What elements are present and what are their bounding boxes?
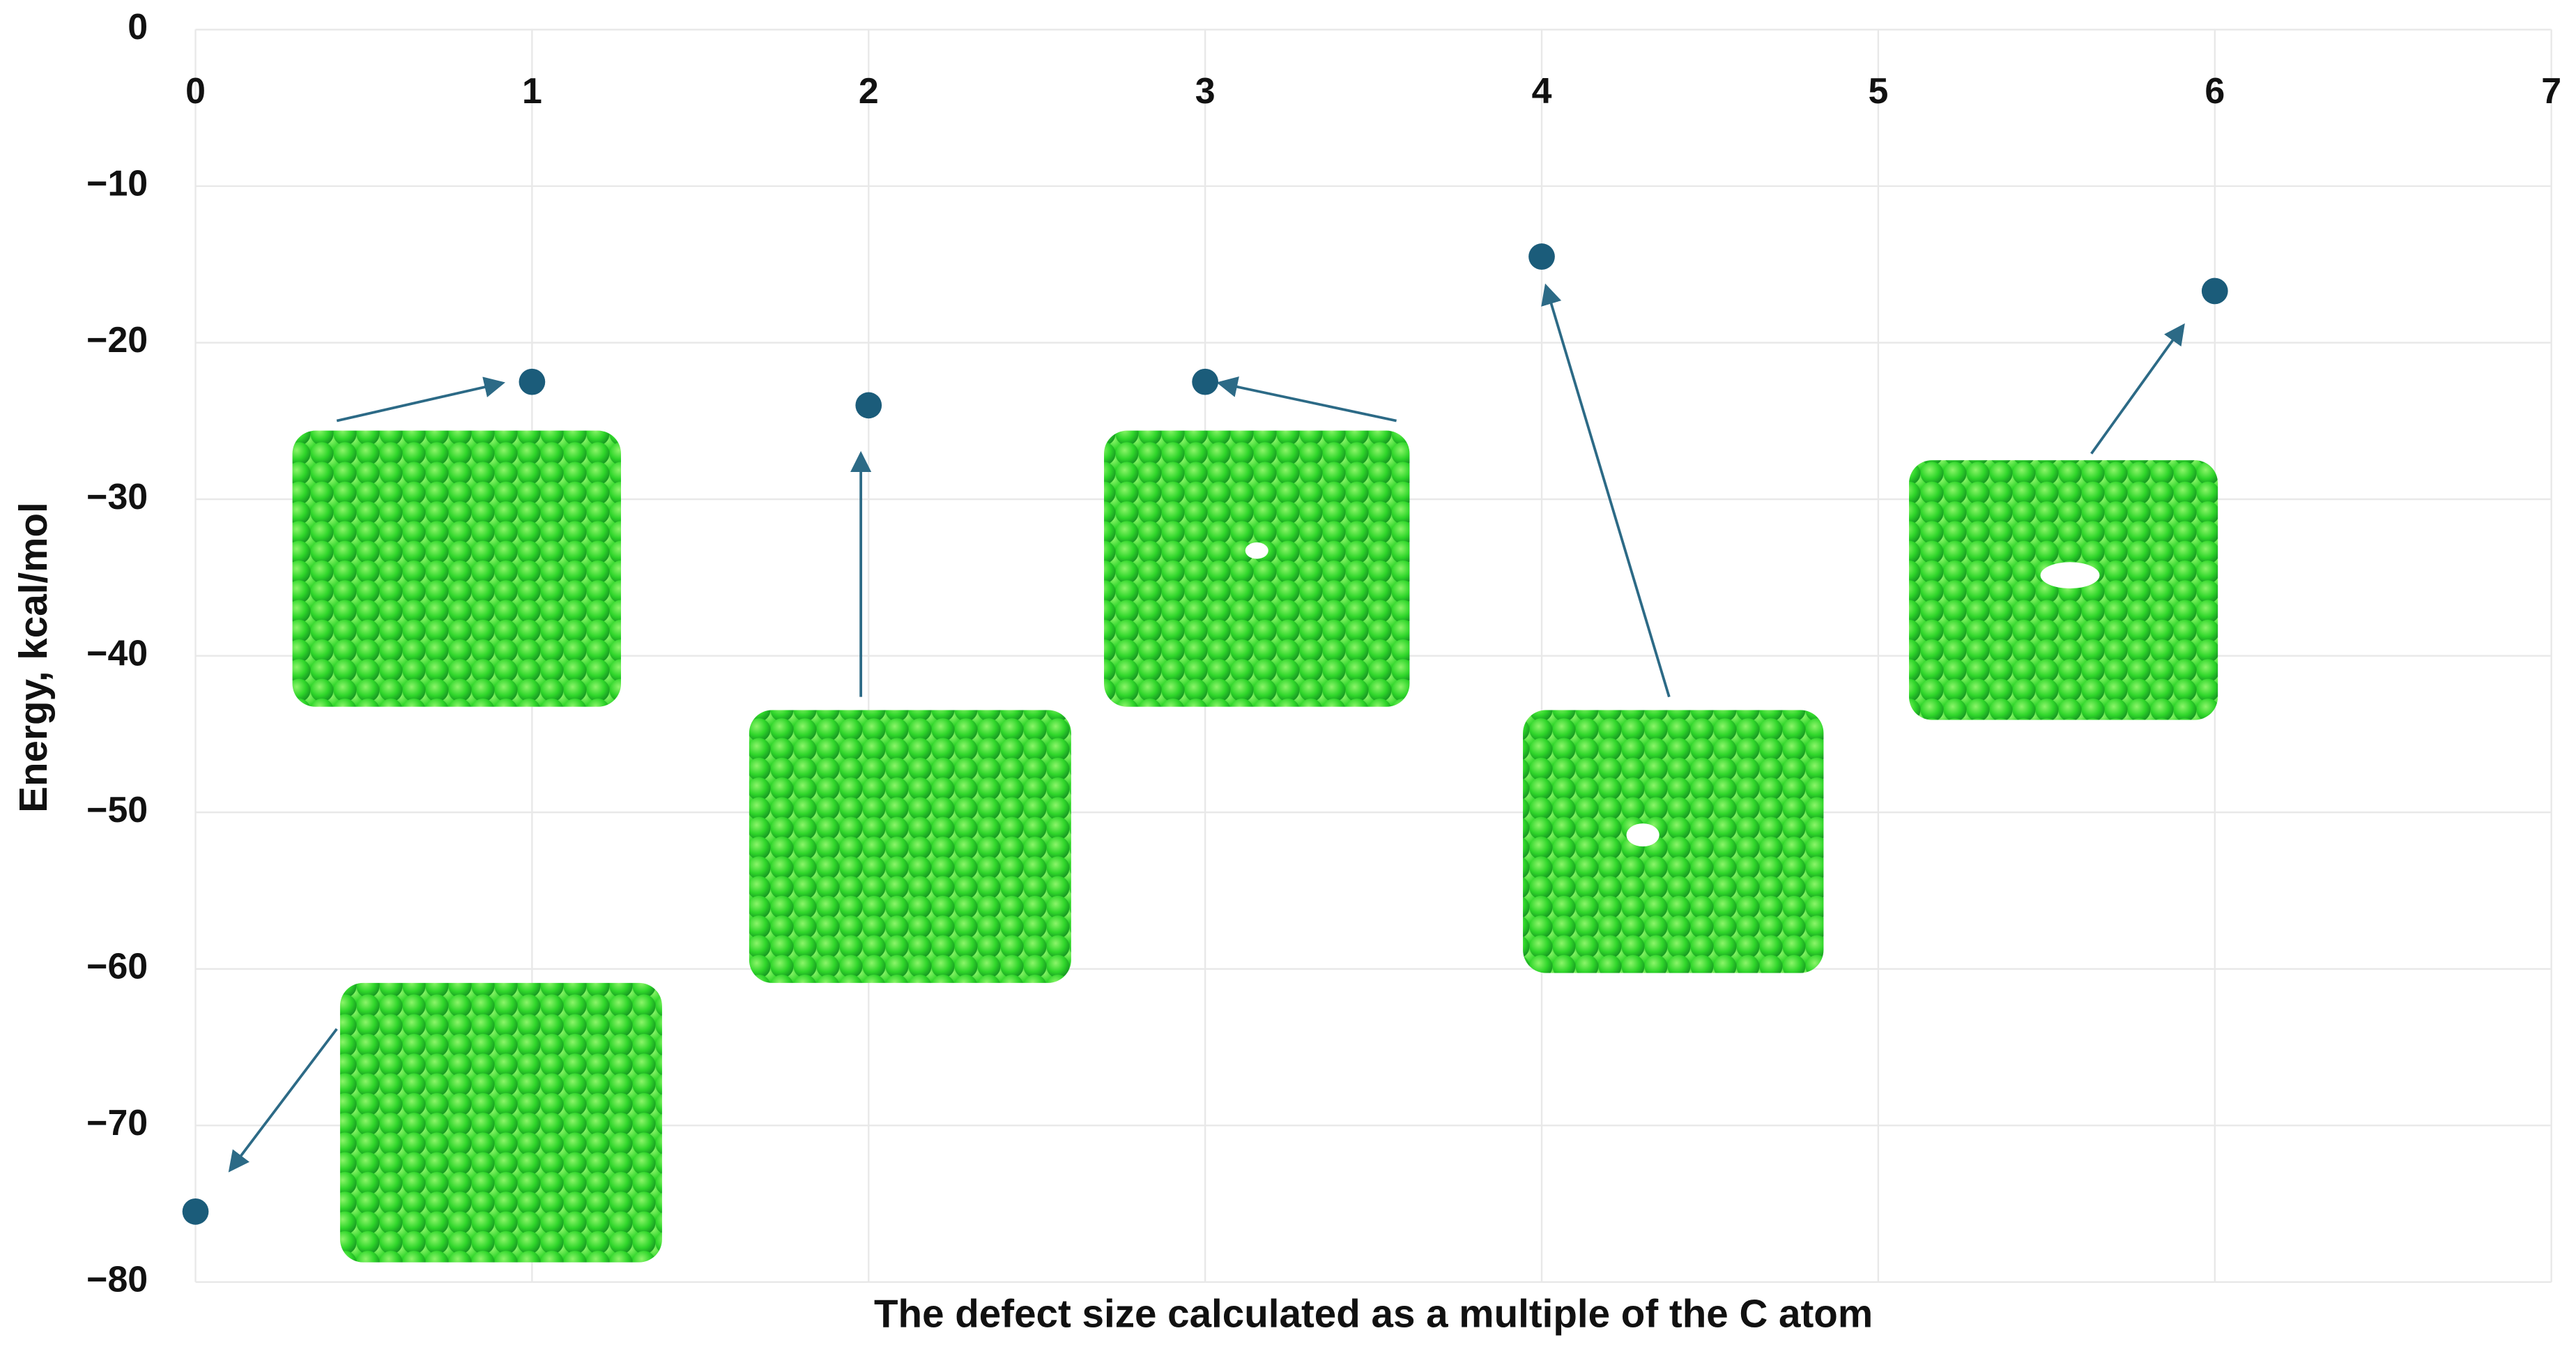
x-tick-label: 0 [185, 70, 206, 111]
data-point [2201, 277, 2228, 305]
x-tick-label: 1 [522, 70, 542, 111]
data-point [1528, 243, 1555, 270]
x-tick-label: 5 [1868, 70, 1888, 111]
arrow [336, 376, 505, 422]
arrow [228, 1028, 338, 1173]
x-tick-label: 3 [1195, 70, 1216, 111]
arrow [1541, 283, 1671, 698]
structure-image [1523, 710, 1824, 973]
structure-image [1104, 430, 1410, 707]
data-point [519, 368, 546, 395]
y-tick-label: −40 [86, 632, 148, 673]
data-point [855, 392, 882, 419]
x-tick-label: 7 [2541, 70, 2561, 111]
y-tick-label: −70 [86, 1102, 148, 1143]
x-tick-label: 6 [2205, 70, 2225, 111]
structure-image [1909, 460, 2218, 720]
defect-hole [1245, 542, 1268, 559]
structure-image [292, 430, 621, 707]
defect-hole [2040, 562, 2100, 589]
y-tick-label: −20 [86, 319, 148, 360]
x-axis-label: The defect size calculated as a multiple… [874, 1291, 1873, 1335]
y-tick-label: 0 [128, 6, 148, 47]
y-tick-label: −50 [86, 789, 148, 830]
arrows [228, 283, 2185, 1173]
defect-hole [1626, 823, 1659, 847]
y-tick-label: −80 [86, 1259, 148, 1300]
y-tick-label: −30 [86, 476, 148, 517]
data-point [1192, 368, 1218, 395]
y-tick-label: −10 [86, 163, 148, 204]
x-tick-label: 2 [859, 70, 879, 111]
structure-images [292, 430, 2218, 1263]
structure-image [749, 710, 1071, 983]
y-axis-label: Energy, kcal/mol [11, 502, 55, 812]
arrow [2090, 323, 2185, 455]
x-tick-label: 4 [1532, 70, 1552, 111]
structure-image [339, 982, 662, 1263]
y-tick-label: −60 [86, 945, 148, 986]
data-point [182, 1198, 209, 1225]
arrow [1216, 376, 1397, 422]
